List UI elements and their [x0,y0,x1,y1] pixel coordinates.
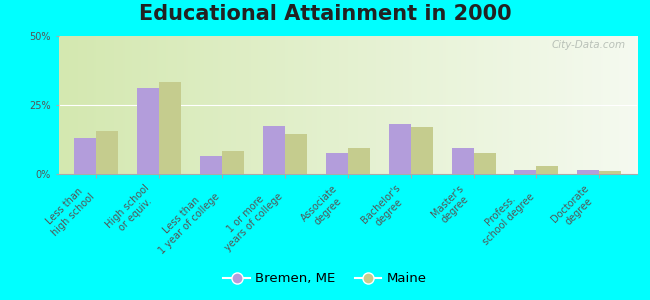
Bar [536,166,558,174]
Text: City-Data.com: City-Data.com [551,40,625,50]
Text: Bachelor's
degree: Bachelor's degree [359,183,411,234]
Bar [452,148,473,174]
Text: Associate
degree: Associate degree [300,183,348,231]
Bar [137,88,159,174]
Text: Master's
degree: Master's degree [429,183,473,227]
Bar [263,126,285,174]
Bar [348,148,370,174]
Text: Educational Attainment in 2000: Educational Attainment in 2000 [138,4,512,25]
Text: Less than
1 year of college: Less than 1 year of college [149,183,222,256]
Legend: Bremen, ME, Maine: Bremen, ME, Maine [218,267,432,290]
Bar [159,82,181,174]
Bar [577,170,599,174]
Bar [222,151,244,174]
Bar [96,131,118,174]
Text: 1 or more
years of college: 1 or more years of college [215,183,285,253]
Bar [411,127,433,174]
Bar [200,156,222,174]
Bar [326,153,348,174]
Bar [389,124,411,174]
Bar [599,171,621,174]
Text: Less than
high school: Less than high school [42,183,96,238]
Bar [74,138,96,174]
Text: Profess.
school degree: Profess. school degree [473,183,536,247]
Bar [473,153,495,174]
Text: High school
or equiv.: High school or equiv. [103,183,159,238]
Bar [285,134,307,174]
Bar [514,170,536,174]
Text: Doctorate
degree: Doctorate degree [550,183,599,232]
